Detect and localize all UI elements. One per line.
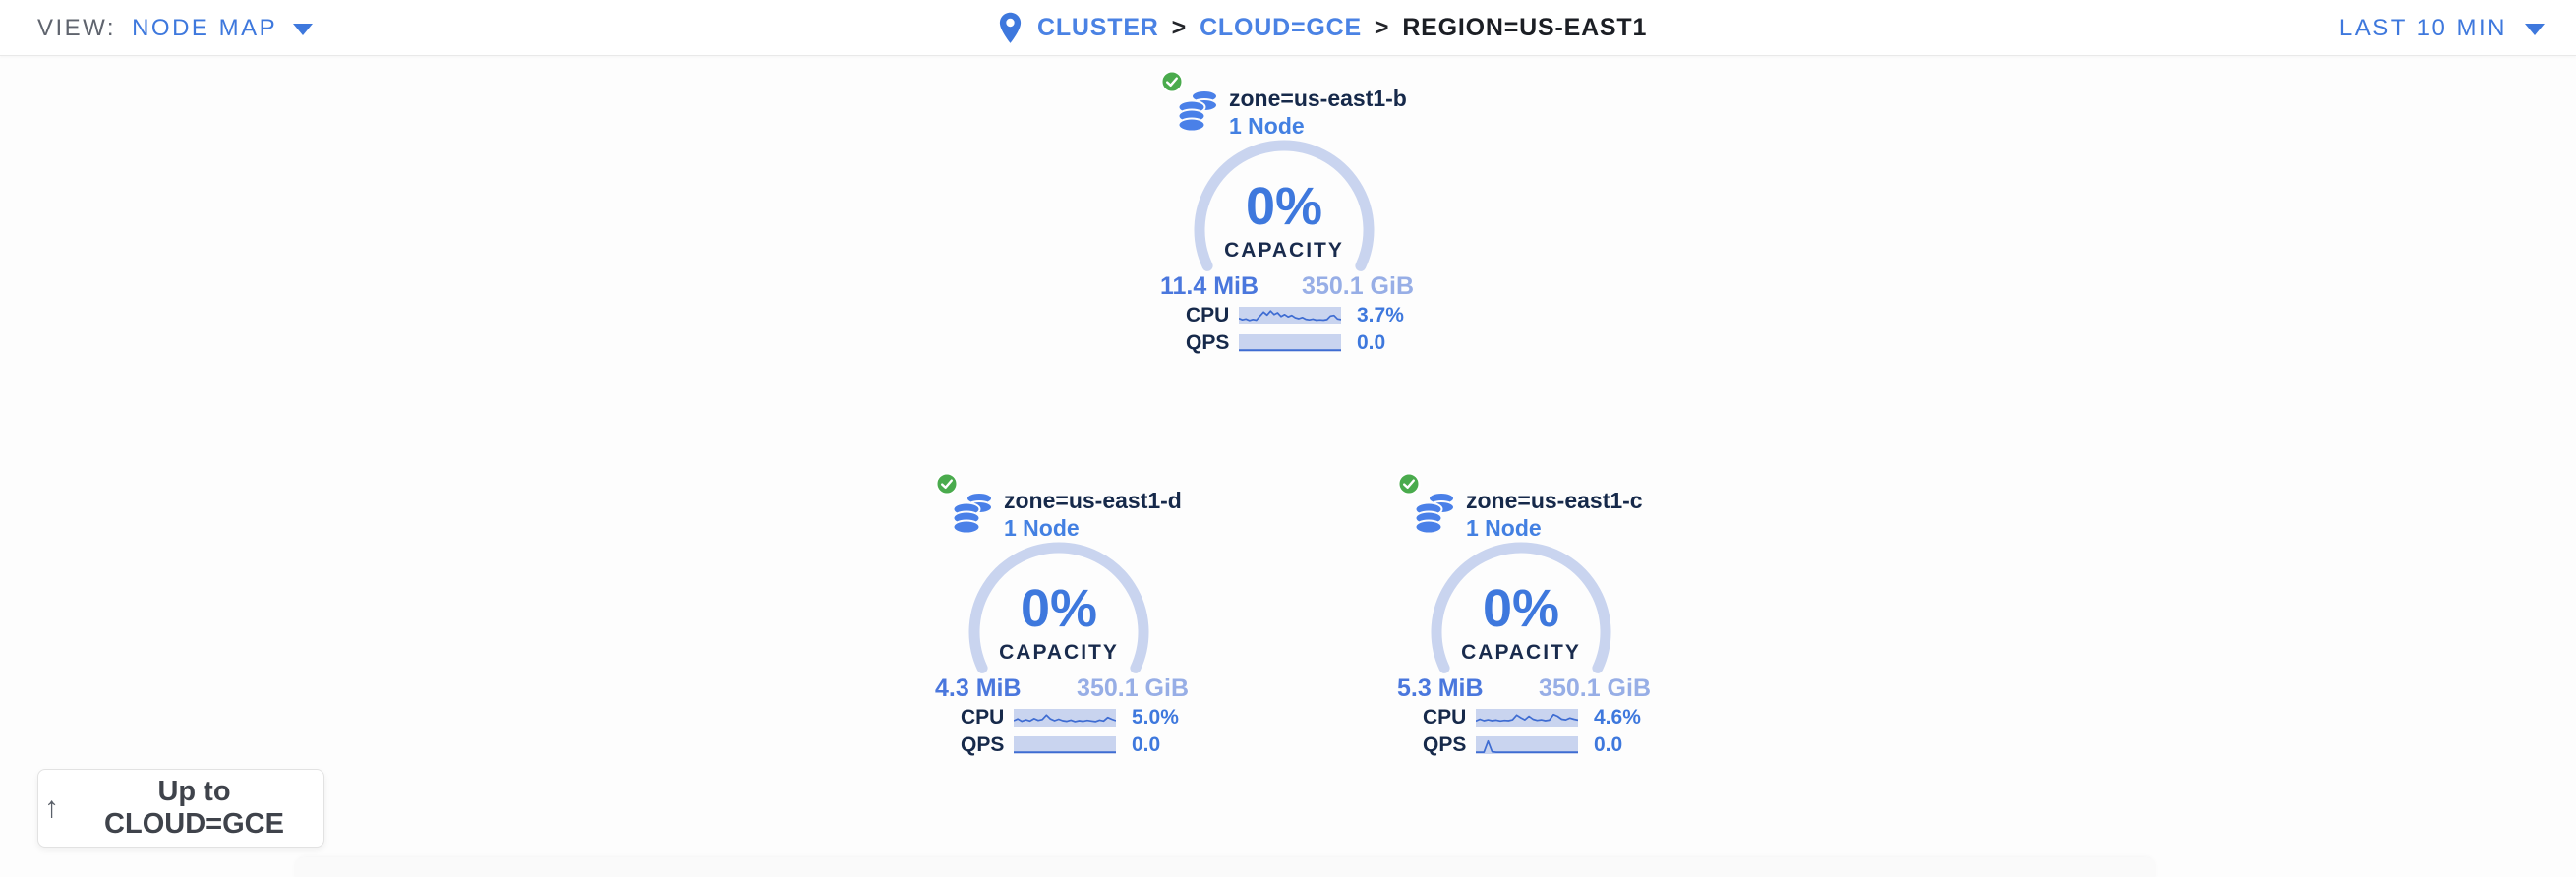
status-ok-icon — [935, 472, 959, 496]
capacity-label: CAPACITY — [1461, 641, 1581, 664]
zone-card-us-east1-c[interactable]: zone=us-east1-c 1 Node 0% CAPACITY 5.3 M… — [1383, 465, 1659, 760]
qps-value: 0.0 — [1132, 733, 1161, 756]
breadcrumb: CLUSTER > CLOUD=GCE > REGION=US-EAST1 — [999, 0, 1647, 56]
status-ok-icon — [1160, 70, 1184, 93]
up-arrow-icon: ↑ — [44, 791, 59, 824]
capacity-arc — [1431, 542, 1611, 673]
qps-label: QPS — [961, 733, 1005, 756]
capacity-used: 4.3 MiB — [935, 674, 1022, 702]
capacity-arc — [968, 542, 1149, 673]
qps-sparkline — [1476, 736, 1578, 754]
qps-value: 0.0 — [1357, 331, 1386, 354]
capacity-label: CAPACITY — [999, 641, 1119, 664]
chevron-down-icon — [293, 24, 314, 35]
zone-node-count: 1 Node — [1004, 515, 1080, 541]
breadcrumb-separator: > — [1374, 14, 1390, 41]
capacity-percent: 0% — [1482, 579, 1560, 638]
zone-node-count: 1 Node — [1466, 515, 1542, 541]
toolbar: VIEW: NODE MAP CLUSTER > CLOUD=GCE > REG… — [0, 0, 2576, 56]
cpu-value: 5.0% — [1132, 706, 1179, 729]
zone-titles: zone=us-east1-c 1 Node — [1466, 487, 1643, 542]
qps-label: QPS — [1186, 331, 1230, 354]
capacity-available: 350.1 GiB — [1539, 674, 1651, 702]
qps-value: 0.0 — [1594, 733, 1623, 756]
capacity-percent: 0% — [1020, 579, 1098, 638]
capacity-available: 350.1 GiB — [1077, 674, 1189, 702]
up-to-cloud-button[interactable]: ↑ Up to CLOUD=GCE — [37, 769, 324, 848]
zone-titles: zone=us-east1-b 1 Node — [1229, 85, 1407, 140]
view-selector[interactable]: VIEW: NODE MAP — [37, 0, 314, 56]
zone-name: zone=us-east1-c — [1466, 488, 1643, 513]
zone-name: zone=us-east1-d — [1004, 488, 1182, 513]
qps-metric-row: QPS 0.0 — [961, 733, 1161, 756]
cpu-value: 4.6% — [1594, 706, 1641, 729]
breadcrumb-cluster-link[interactable]: CLUSTER — [1037, 14, 1159, 41]
cpu-sparkline — [1239, 307, 1341, 324]
capacity-values: 4.3 MiB 350.1 GiB — [935, 674, 1189, 703]
cpu-label: CPU — [1423, 706, 1467, 729]
zone-card-us-east1-b[interactable]: zone=us-east1-b 1 Node 0% CAPACITY 11.4 … — [1146, 63, 1422, 358]
qps-metric-row: QPS 0.0 — [1186, 331, 1386, 354]
cpu-sparkline — [1014, 709, 1116, 727]
nodes-stack-icon — [951, 489, 996, 535]
time-range-value: LAST 10 MIN — [2338, 14, 2507, 41]
capacity-arc — [1194, 140, 1375, 271]
cpu-label: CPU — [1186, 304, 1230, 326]
status-ok-icon — [1397, 472, 1421, 496]
capacity-values: 11.4 MiB 350.1 GiB — [1160, 272, 1414, 301]
cpu-metric-row: CPU 4.6% — [1423, 706, 1641, 729]
capacity-gauge: 0% CAPACITY — [1428, 542, 1614, 679]
cpu-metric-row: CPU 3.7% — [1186, 304, 1404, 326]
breadcrumb-cloud-link[interactable]: CLOUD=GCE — [1200, 14, 1362, 41]
capacity-gauge: 0% CAPACITY — [966, 542, 1152, 679]
view-value: NODE MAP — [132, 14, 278, 41]
chevron-down-icon — [2525, 24, 2545, 35]
cpu-sparkline — [1476, 709, 1578, 727]
cpu-label: CPU — [961, 706, 1005, 729]
capacity-values: 5.3 MiB 350.1 GiB — [1397, 674, 1651, 703]
zone-name: zone=us-east1-b — [1229, 86, 1407, 111]
zone-titles: zone=us-east1-d 1 Node — [1004, 487, 1182, 542]
capacity-used: 5.3 MiB — [1397, 674, 1484, 702]
breadcrumb-region-current: REGION=US-EAST1 — [1402, 14, 1648, 41]
capacity-label: CAPACITY — [1224, 239, 1344, 262]
qps-metric-row: QPS 0.0 — [1423, 733, 1623, 756]
up-button-label: Up to CLOUD=GCE — [104, 776, 284, 840]
zone-node-count: 1 Node — [1229, 113, 1305, 139]
nodes-stack-icon — [1176, 87, 1221, 133]
view-label: VIEW: — [37, 14, 117, 41]
map-region-edge — [295, 857, 2155, 877]
qps-label: QPS — [1423, 733, 1467, 756]
nodes-stack-icon — [1413, 489, 1458, 535]
cpu-value: 3.7% — [1357, 304, 1404, 326]
capacity-used: 11.4 MiB — [1160, 272, 1259, 300]
breadcrumb-separator: > — [1171, 14, 1188, 41]
capacity-percent: 0% — [1245, 177, 1323, 236]
zone-card-us-east1-d[interactable]: zone=us-east1-d 1 Node 0% CAPACITY 4.3 M… — [921, 465, 1197, 760]
time-range-selector[interactable]: LAST 10 MIN — [2339, 0, 2545, 56]
location-pin-icon — [999, 12, 1022, 44]
qps-sparkline — [1239, 334, 1341, 352]
capacity-gauge: 0% CAPACITY — [1191, 140, 1377, 277]
cpu-metric-row: CPU 5.0% — [961, 706, 1179, 729]
qps-sparkline — [1014, 736, 1116, 754]
capacity-available: 350.1 GiB — [1302, 272, 1414, 300]
